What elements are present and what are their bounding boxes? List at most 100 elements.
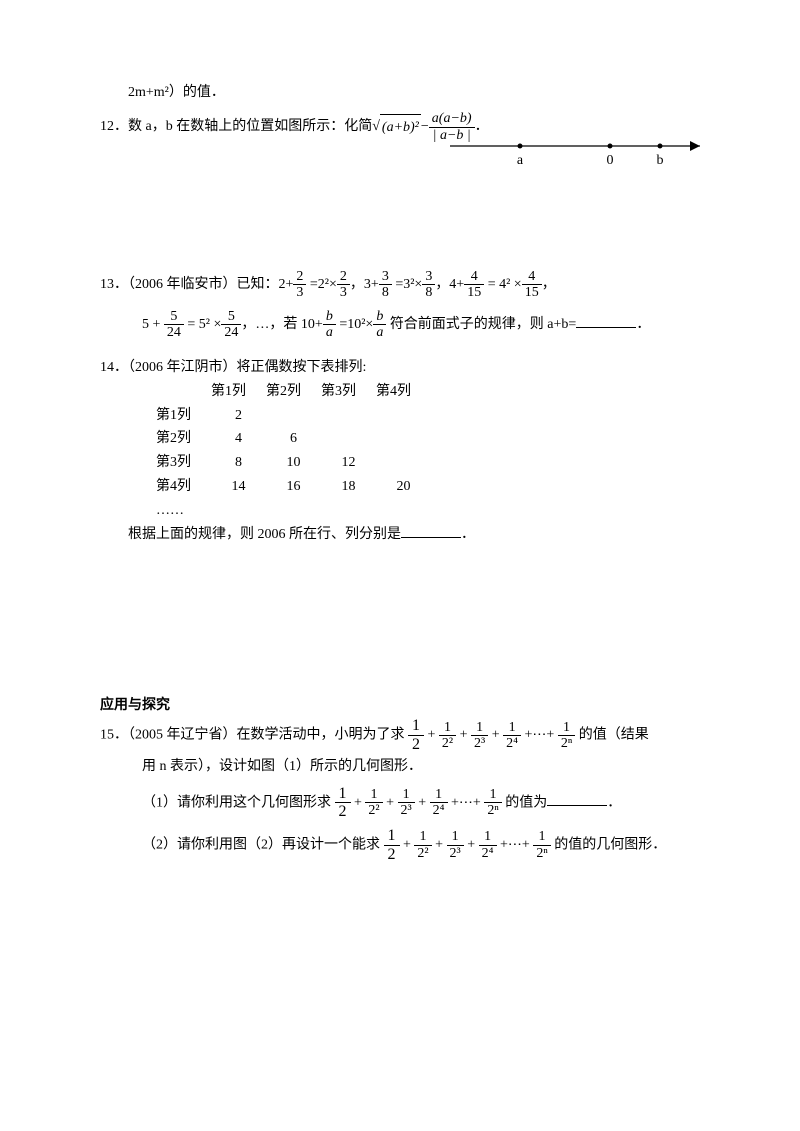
text: ，…，若 10+	[241, 317, 322, 332]
frac: ba	[323, 309, 336, 341]
q12-number: 12．	[100, 114, 128, 139]
text: ，3+	[350, 277, 379, 292]
q15-line2: 用 n 表示），设计如图（1）所示的几何图形．	[100, 754, 700, 779]
text: =3²×	[392, 277, 423, 292]
q13: 13．（2006 年临安市）已知：2+23 =2²×23，3+38 =3²×38…	[100, 269, 700, 341]
table-cell: 10	[266, 451, 321, 475]
table-cell: 第1列	[156, 404, 211, 428]
text: +	[383, 795, 398, 810]
table-cell	[321, 427, 376, 451]
q14-number: 14．	[100, 360, 128, 375]
table-cell: 18	[321, 475, 376, 499]
table-cell	[156, 380, 211, 404]
frac: ba	[373, 309, 386, 341]
table-dots: ……	[156, 499, 700, 523]
period: ．	[461, 527, 475, 542]
table-cell: 第3列	[321, 380, 376, 404]
fill-blank[interactable]	[401, 523, 461, 538]
frac: 415	[464, 269, 484, 301]
text: = 5² ×	[184, 317, 222, 332]
frac: 12⁴	[503, 720, 521, 752]
axis-a: a	[517, 153, 524, 168]
q14-table: 第1列 第2列 第3列 第4列 第1列 2 第2列 4 6 第3列	[156, 380, 700, 547]
table-cell: 第4列	[376, 380, 431, 404]
text: +⋯+	[497, 837, 534, 852]
table-cell: 14	[211, 475, 266, 499]
frac-num: a(a−b)	[429, 111, 475, 127]
table-cell: 第4列	[156, 475, 211, 499]
frac: 12ⁿ	[533, 829, 550, 861]
frac: 12	[408, 717, 424, 753]
frac: 12³	[398, 787, 415, 819]
q15-p2-pre: （2）请你利用图（2）再设计一个能求	[142, 837, 384, 852]
frac: 23	[337, 269, 350, 301]
text: ，	[542, 277, 556, 292]
text: +⋯+	[448, 795, 485, 810]
table-cell: 第1列	[211, 380, 266, 404]
table-cell	[266, 404, 321, 428]
text: =10²×	[336, 317, 374, 332]
text: +	[424, 728, 439, 743]
table-cell: 第2列	[156, 427, 211, 451]
table-cell: 4	[211, 427, 266, 451]
frac: 415	[522, 269, 542, 301]
q13-src: （2006 年临安市）已知：2+	[128, 277, 293, 292]
q14: 14．（2006 年江阴市）将正偶数按下表排列: 第1列 第2列 第3列 第4列…	[100, 355, 700, 547]
q13-number: 13．	[100, 277, 128, 292]
page-content: 2m+m²）的值． 12． 数 a，b 在数轴上的位置如图所示：化简 √(a+b…	[0, 0, 800, 863]
text: 的值的几何图形．	[551, 837, 667, 852]
frac: 524	[221, 309, 241, 341]
table-cell: 6	[266, 427, 321, 451]
text: +	[400, 837, 415, 852]
sqrt-expr: √(a+b)²	[372, 114, 421, 140]
frac: 12ⁿ	[558, 720, 575, 752]
table-cell	[376, 427, 431, 451]
text: +	[456, 728, 471, 743]
q15-p1-pre: （1）请你利用这个几何图形求	[142, 795, 335, 810]
q11-tail: 2m+m²）的值．	[100, 80, 700, 105]
fill-blank[interactable]	[547, 791, 607, 806]
period: ．	[607, 795, 621, 810]
table-row: 第2列 4 6	[156, 427, 700, 451]
table-row: 第3列 8 10 12	[156, 451, 700, 475]
table-row: 第4列 14 16 18 20	[156, 475, 700, 499]
table-row: 第1列 2	[156, 404, 700, 428]
text: +	[432, 837, 447, 852]
frac: 12²	[439, 720, 456, 752]
table-cell: 20	[376, 475, 431, 499]
table-cell	[376, 404, 431, 428]
table-header-row: 第1列 第2列 第3列 第4列	[156, 380, 700, 404]
period: ．	[636, 317, 650, 332]
q15-number: 15．	[100, 728, 128, 743]
q14-tail: 根据上面的规律，则 2006 所在行、列分别是	[128, 527, 401, 542]
section-heading: 应用与探究	[100, 692, 700, 717]
text: 的值为	[502, 795, 548, 810]
text: 5 +	[142, 317, 160, 332]
text: +⋯+	[521, 728, 558, 743]
q15-src: （2005 年辽宁省）在数学活动中，小明为了求	[128, 728, 408, 743]
text: 的值（结果	[575, 728, 649, 743]
table-cell: 第3列	[156, 451, 211, 475]
table-cell: 第2列	[266, 380, 321, 404]
text: 符合前面式子的规律，则 a+b=	[386, 317, 576, 332]
text: +	[415, 795, 430, 810]
table-cell: 12	[321, 451, 376, 475]
table-cell: 2	[211, 404, 266, 428]
sqrt-body: (a+b)²	[382, 120, 419, 135]
q15: 15．（2005 年辽宁省）在数学活动中，小明为了求 12 + 12² + 12…	[100, 717, 700, 863]
minus: −	[421, 114, 429, 139]
fill-blank[interactable]	[576, 313, 636, 328]
frac: 12	[335, 785, 351, 821]
frac: 38	[422, 269, 435, 301]
text: = 4² ×	[484, 277, 522, 292]
text: +	[464, 837, 479, 852]
text: ，4+	[435, 277, 464, 292]
frac: 38	[379, 269, 392, 301]
axis-b: b	[657, 153, 664, 168]
table-cell	[321, 404, 376, 428]
frac: 12²	[414, 829, 431, 861]
text: =2²×	[306, 277, 337, 292]
axis-zero: 0	[607, 153, 614, 168]
frac: 12³	[447, 829, 464, 861]
text: +	[351, 795, 366, 810]
